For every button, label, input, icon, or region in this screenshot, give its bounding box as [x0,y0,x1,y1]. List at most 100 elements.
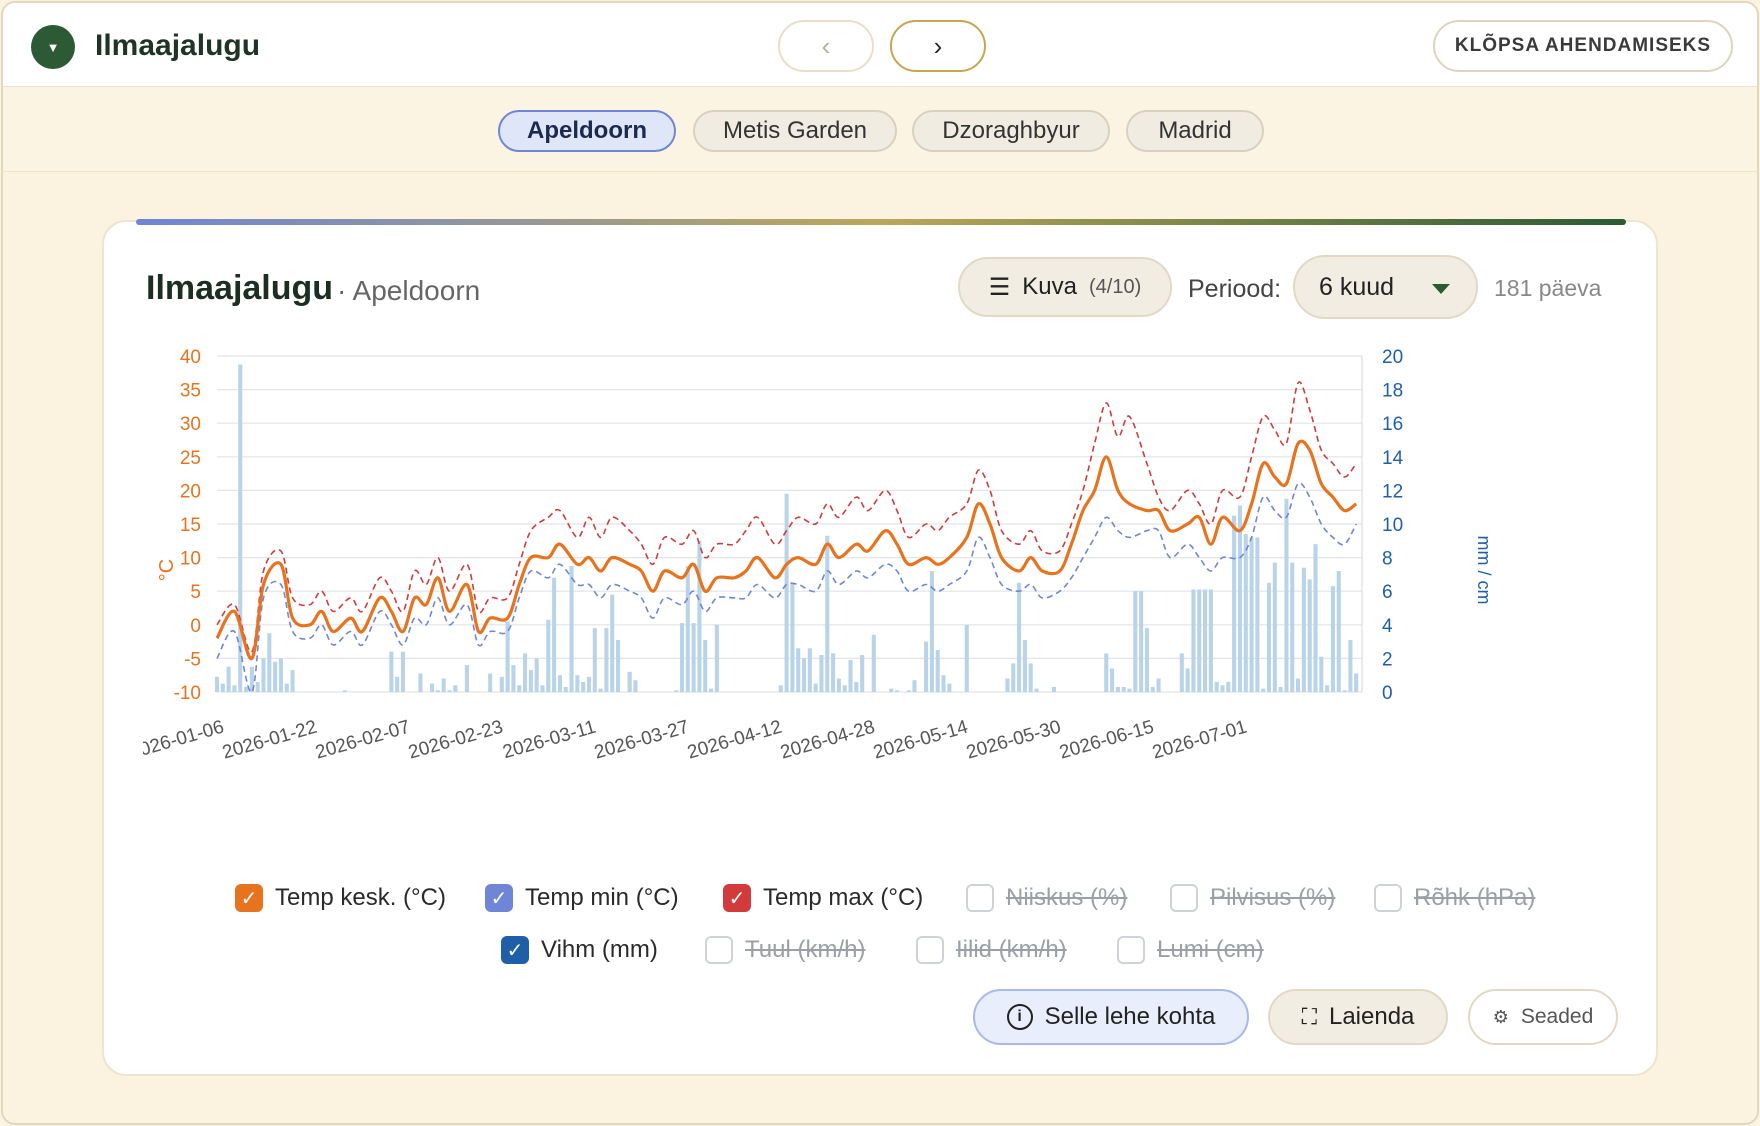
legend-humidity[interactable]: Niiskus (%) [966,884,1127,912]
rain-bar [674,690,679,692]
rain-bar [616,639,621,692]
rain-bar [586,676,592,692]
y-right-tick-label: 2 [1382,649,1393,670]
legend-gusts[interactable]: Iilid (km/h) [916,936,1067,964]
rain-bar [1237,505,1242,692]
city-tab-apeldoorn[interactable]: Apeldoorn [498,110,676,152]
rain-bar [395,676,400,692]
period-value: 6 kuud [1319,272,1395,301]
rain-bar [290,670,295,692]
rain-bar [697,540,702,692]
view-count: (4/10) [1088,275,1142,298]
rain-bar [563,686,568,692]
chevron-right-icon: › [933,30,943,61]
x-tick-label: 2026-05-30 [964,717,1063,764]
legend-temp-min[interactable]: ✓ Temp min (°C) [485,884,679,912]
rain-bar [848,660,853,692]
legend-wind[interactable]: Tuul (km/h) [705,936,865,964]
legend-rain[interactable]: ✓ Vihm (mm) [501,936,658,964]
rain-bar [1104,653,1109,692]
rain-bar [592,628,597,692]
legend-temp-max[interactable]: ✓ Temp max (°C) [723,884,923,912]
prev-button[interactable]: ‹ [778,20,874,72]
card-title: Ilmaajalugu [146,269,334,307]
info-icon: i [1006,1004,1033,1030]
rain-bar [1220,685,1225,692]
rain-bar [569,566,574,692]
legend-label: Temp kesk. (°C) [275,884,446,911]
weather-card [102,220,1658,1076]
rain-bar [540,685,545,692]
legend-label: Lumi (cm) [1157,936,1264,963]
next-button[interactable]: › [890,20,986,72]
rain-bar [807,648,812,692]
y-left-tick-label: 30 [180,414,201,435]
y-left-tick-label: 0 [190,616,201,637]
y-right-tick-label: 20 [1382,347,1403,368]
x-tick-label: 2026-05-14 [871,717,971,764]
y-axis-right: 0 2 4 6 8 10 12 14 16 18 20 [1382,347,1404,704]
rain-bar [1290,562,1295,692]
rain-bar [267,633,272,692]
rain-bar [261,658,266,692]
checkbox-checked-icon: ✓ [485,884,513,912]
view-button[interactable]: ☰ Kuva (4/10) [958,257,1172,317]
y-left-tick-label: 20 [180,481,201,502]
x-tick-label: 2026-04-12 [685,717,784,764]
rain-bar [1278,686,1283,692]
rain-bar [633,680,638,692]
rain-bar [778,685,783,692]
period-select[interactable]: 6 kuud [1293,255,1478,319]
rain-bar [819,655,824,692]
city-tabs: Apeldoorn Metis Garden Dzoraghbyur Madri… [3,87,1757,172]
rain-bar [1325,685,1330,692]
rain-bar [557,675,562,692]
city-tab-metis-garden[interactable]: Metis Garden [693,110,897,152]
settings-button[interactable]: ⚙ Seaded [1468,989,1618,1045]
legend-snow[interactable]: Lumi (cm) [1117,936,1264,964]
rain-bar [784,493,789,692]
chevron-down-icon[interactable]: ▼ [31,25,75,69]
rain-bar [1214,681,1219,692]
legend-cloudiness[interactable]: Pilvisus (%) [1170,884,1335,912]
rain-bar [947,683,952,692]
expand-button[interactable]: ⛶ Laienda [1268,989,1448,1045]
legend-temp-avg[interactable]: ✓ Temp kesk. (°C) [235,884,446,912]
y-left-tick-label: -10 [174,683,201,704]
caret-down-icon [1432,284,1450,294]
rain-bar [1342,690,1347,692]
rain-bar [912,680,917,692]
rain-bar [1121,686,1126,692]
city-tab-madrid[interactable]: Madrid [1126,110,1264,152]
city-tab-dzoraghbyur[interactable]: Dzoraghbyur [912,110,1110,152]
rain-bar [278,658,283,692]
legend-label: Niiskus (%) [1006,884,1128,911]
x-tick-label: 2026-07-01 [1150,717,1249,764]
about-page-button[interactable]: i Selle lehe kohta [973,989,1249,1045]
rain-bar [255,681,260,692]
rain-bar [1249,537,1254,692]
rain-bar [220,683,225,692]
legend-pressure[interactable]: Rõhk (hPa) [1374,884,1535,912]
rain-bar [1319,656,1324,692]
rain-bar [1051,686,1056,692]
rain-bars [214,364,1359,692]
days-count: 181 päeva [1494,275,1602,301]
rain-bar [836,678,841,692]
checkbox-checked-icon: ✓ [723,884,751,912]
rain-bar [575,675,580,692]
rain-bar [447,690,452,692]
card-accent-bar [136,219,1626,225]
rain-bar [627,671,632,692]
rain-bar [499,676,504,692]
rain-bar [1139,591,1144,692]
legend-label: Pilvisus (%) [1210,884,1336,911]
chart-grid [217,355,1363,693]
y-left-tick-label: -5 [184,649,201,670]
rain-bar [238,364,243,692]
collapse-button[interactable]: KLÕPSA AHENDAMISEKS [1433,20,1733,72]
rain-bar [1284,498,1289,692]
rain-bar [1110,668,1115,692]
checkbox-empty-icon [1170,884,1198,912]
rain-bar [1301,567,1306,692]
